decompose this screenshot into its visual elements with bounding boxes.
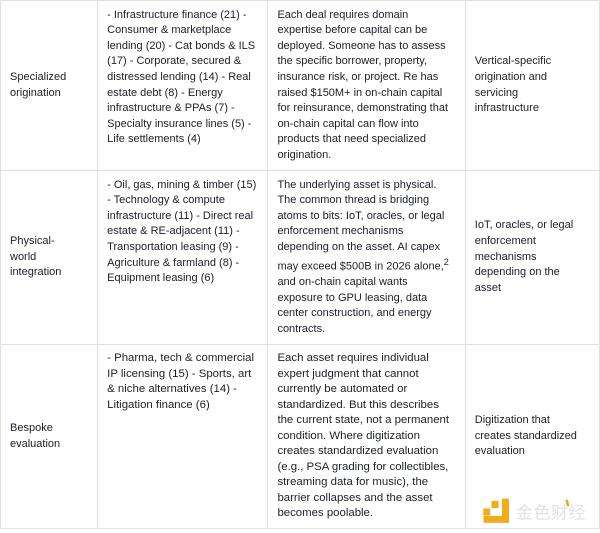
svg-text:金色财经: 金色财经	[516, 499, 586, 524]
